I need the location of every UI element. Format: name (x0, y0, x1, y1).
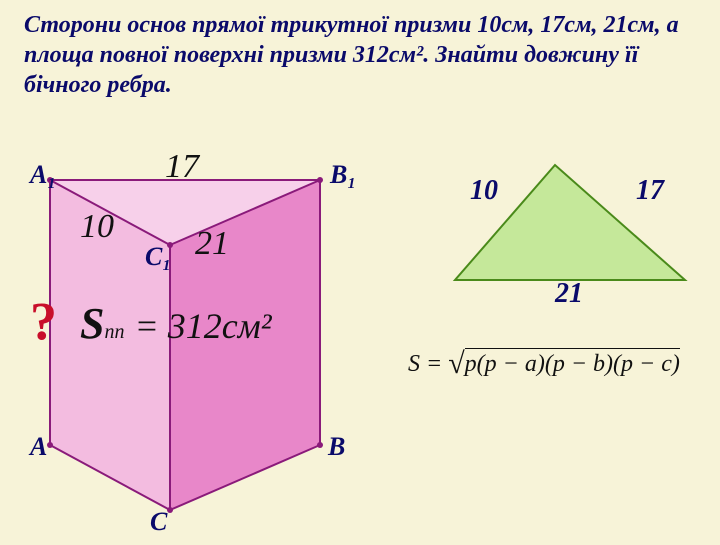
edge-a1b1: 17 (165, 148, 199, 186)
heron-formula: S = √p(p − a)(p − b)(p − c) (408, 345, 680, 379)
vertex-c1: С₁ (145, 242, 171, 272)
tri-side-right: 17 (636, 175, 664, 207)
vertex-b: В (328, 432, 345, 462)
tri-side-bottom: 21 (555, 278, 583, 310)
vertex-a: А (30, 432, 47, 462)
spp-expression: Sпп = 312см² (80, 298, 272, 349)
edge-c1b1: 21 (195, 225, 229, 263)
question-mark: ? (30, 290, 57, 352)
vertex-b1: В₁ (330, 160, 356, 190)
vertex-c: С (150, 507, 167, 537)
vertex-a1: А₁ (30, 160, 56, 190)
edge-a1c1: 10 (80, 208, 114, 246)
problem-text: Сторони основ прямої трикутної призми 10… (24, 10, 694, 100)
tri-side-left: 10 (470, 175, 498, 207)
